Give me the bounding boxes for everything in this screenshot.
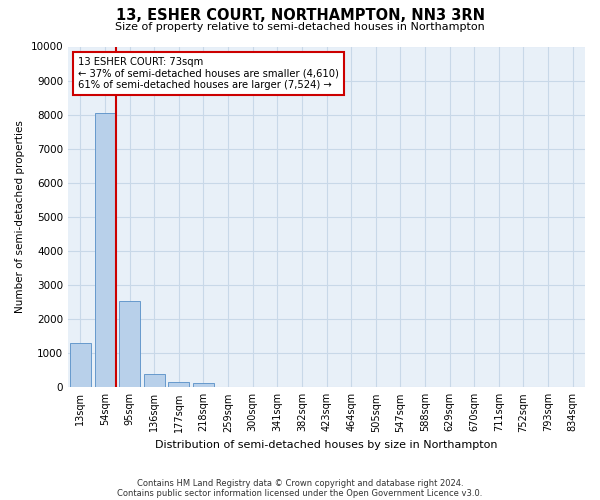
Y-axis label: Number of semi-detached properties: Number of semi-detached properties [15, 120, 25, 314]
Bar [119, 302, 140, 388]
Bar [95, 113, 115, 388]
Bar [144, 374, 164, 388]
Text: 13, ESHER COURT, NORTHAMPTON, NN3 3RN: 13, ESHER COURT, NORTHAMPTON, NN3 3RN [115, 8, 485, 22]
Text: 13 ESHER COURT: 73sqm
← 37% of semi-detached houses are smaller (4,610)
61% of s: 13 ESHER COURT: 73sqm ← 37% of semi-deta… [79, 56, 339, 90]
Bar [70, 343, 91, 388]
Text: Contains public sector information licensed under the Open Government Licence v3: Contains public sector information licen… [118, 488, 482, 498]
Text: Contains HM Land Registry data © Crown copyright and database right 2024.: Contains HM Land Registry data © Crown c… [137, 478, 463, 488]
Bar [193, 383, 214, 388]
Text: Size of property relative to semi-detached houses in Northampton: Size of property relative to semi-detach… [115, 22, 485, 32]
X-axis label: Distribution of semi-detached houses by size in Northampton: Distribution of semi-detached houses by … [155, 440, 498, 450]
Bar [169, 382, 189, 388]
